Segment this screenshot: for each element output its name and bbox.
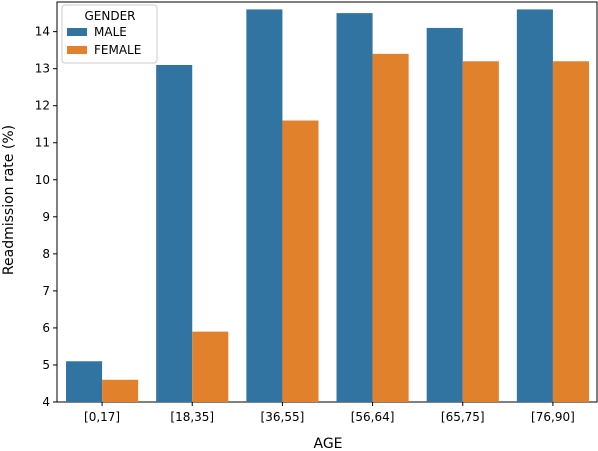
plot-area xyxy=(56,1,598,403)
x-axis: [0,17] [18,35] [36,55] [56,64] [65,75] [76,90… xyxy=(84,402,575,424)
y-tick-label: 14 xyxy=(35,25,50,39)
x-tick-label: [0,17] xyxy=(84,410,120,424)
legend: GENDER MALE FEMALE xyxy=(61,4,158,64)
x-tick-label: [76,90] xyxy=(531,410,575,424)
x-tick-label: [18,35] xyxy=(170,410,214,424)
bar-female-0 xyxy=(102,379,139,402)
y-tick-label: 13 xyxy=(35,62,50,76)
legend-label-male: MALE xyxy=(94,25,127,39)
plot-frame xyxy=(56,1,598,403)
bar-female-4 xyxy=(462,61,499,402)
y-tick-label: 7 xyxy=(42,284,50,298)
y-tick-label: 6 xyxy=(42,321,50,335)
legend-title: GENDER xyxy=(84,9,135,23)
bar-male-1 xyxy=(156,64,193,403)
bar-female-2 xyxy=(282,120,319,403)
bar-female-3 xyxy=(372,53,409,402)
y-tick-label: 11 xyxy=(35,136,50,150)
bar-female-1 xyxy=(192,331,229,402)
y-tick-label: 9 xyxy=(42,210,50,224)
x-tick-label: [56,64] xyxy=(351,410,395,424)
bar-male-3 xyxy=(336,13,373,403)
bar-male-5 xyxy=(516,9,553,402)
bar-male-0 xyxy=(66,361,103,402)
x-tick-label: [65,75] xyxy=(441,410,485,424)
x-tick-label: [36,55] xyxy=(261,410,305,424)
x-axis-label: AGE xyxy=(313,436,342,451)
y-tick-label: 4 xyxy=(42,395,50,409)
legend-label-female: FEMALE xyxy=(94,43,141,57)
y-tick-label: 12 xyxy=(35,99,50,113)
y-tick-label: 5 xyxy=(42,358,50,372)
legend-swatch-female xyxy=(67,46,87,54)
y-axis: 4 5 6 7 8 9 10 11 12 13 14 xyxy=(35,25,57,409)
y-tick-label: 8 xyxy=(42,247,50,261)
bar-male-2 xyxy=(246,9,283,402)
bar-male-4 xyxy=(426,27,463,403)
bar-female-5 xyxy=(552,61,589,402)
y-axis-label: Readmission rate (%) xyxy=(1,125,17,275)
legend-swatch-male xyxy=(67,28,87,36)
y-tick-label: 10 xyxy=(35,173,50,187)
